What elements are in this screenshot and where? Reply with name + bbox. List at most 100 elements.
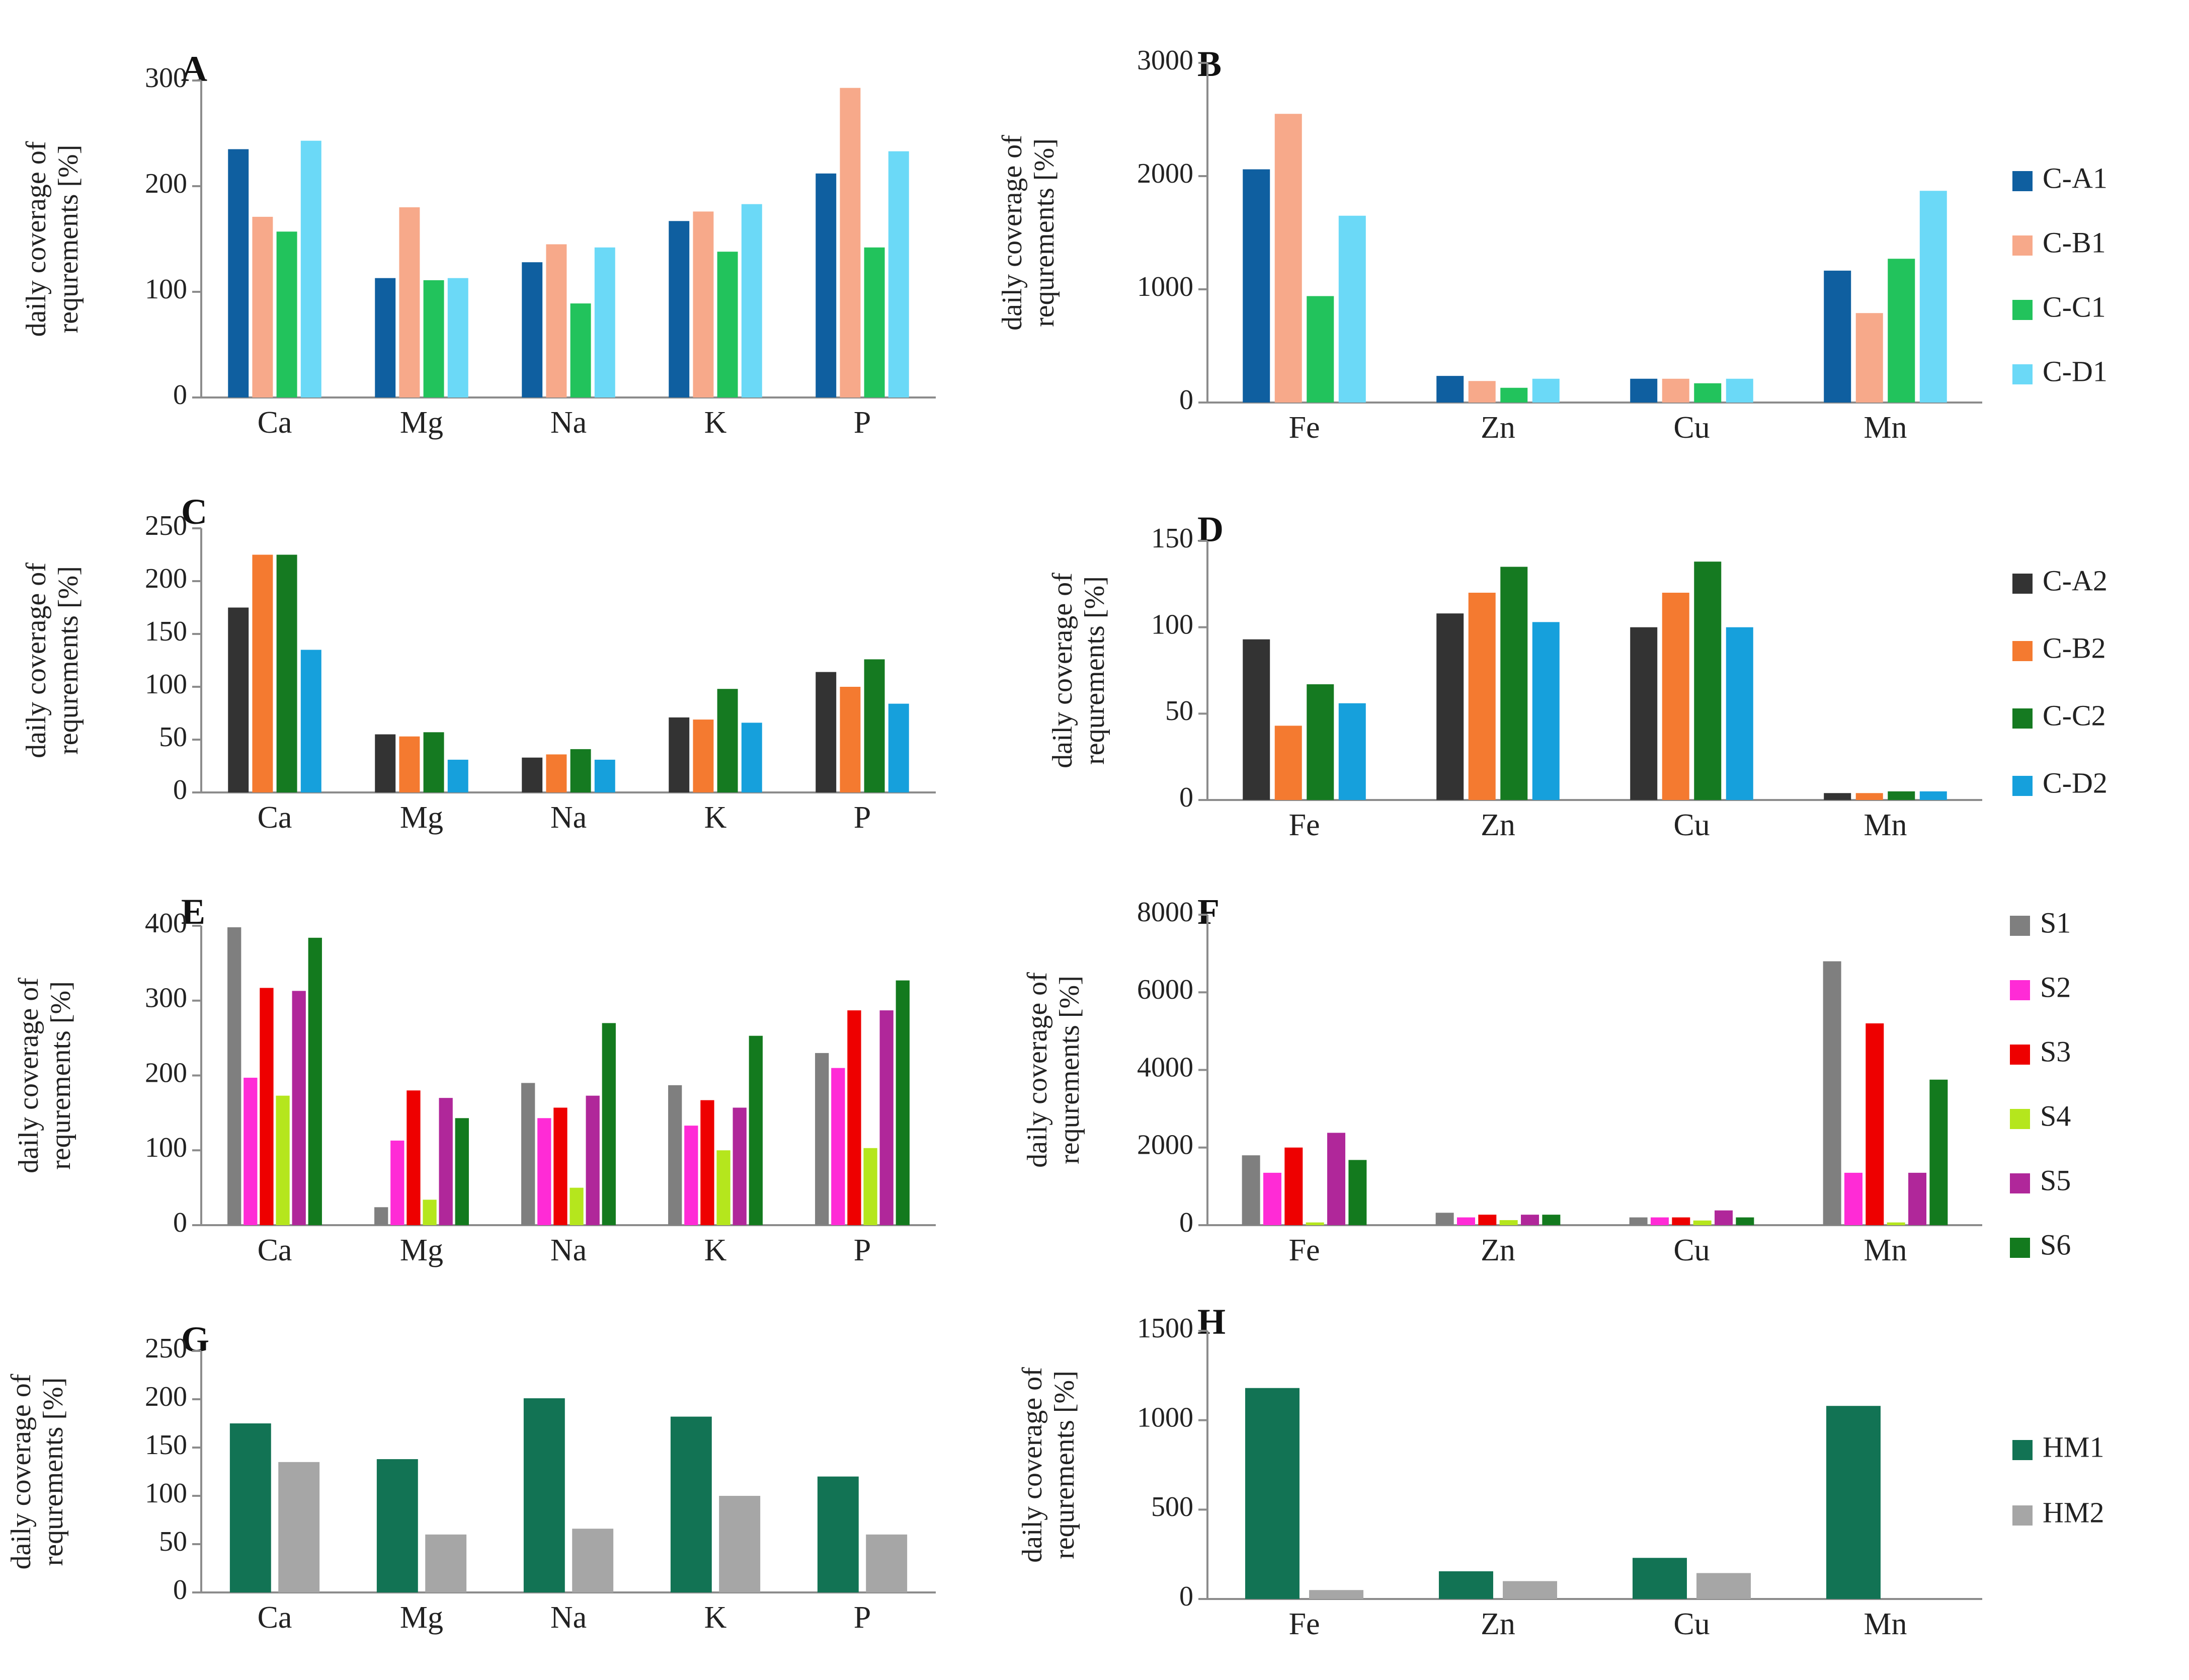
x-tick-label: K [704,801,727,835]
bar-c-d1-cu [1726,378,1753,403]
bar-s3-mg [407,1090,421,1225]
bar-s6-mn [1929,1079,1948,1225]
x-tick-label: Na [550,406,587,440]
y-tick-label: 500 [1151,1491,1193,1523]
y-axis-label: requrements [%] [45,981,76,1170]
y-tick-label: 2000 [1137,158,1193,189]
legend-label: C-B2 [2043,631,2106,664]
legend-label: S6 [2040,1228,2071,1261]
bar-c-c1-ca [276,231,297,397]
bar-s2-p [831,1068,845,1225]
bar-hm2-na [572,1529,614,1592]
bar-c-b2-mn [1855,793,1883,800]
x-tick-label: P [854,1601,871,1635]
bar-s5-mn [1908,1172,1927,1225]
bar-c-c2-k [717,689,738,792]
legend-label: C-D1 [2043,355,2107,387]
bar-c-b1-na [546,244,567,397]
x-tick-label: Na [550,1601,587,1635]
bar-c-b1-mg [399,207,420,397]
y-tick-label: 0 [1179,384,1193,416]
y-tick-label: 0 [173,1574,187,1606]
x-tick-label: Ca [258,406,292,440]
legend-swatch [2012,1505,2033,1526]
legend-swatch [2012,364,2033,384]
bar-c-a2-p [816,672,837,792]
y-axis-label: requrements [%] [1029,138,1060,327]
legend-swatch [2012,235,2033,256]
bar-hm1-zn [1438,1571,1493,1599]
legend-label: C-A2 [2043,564,2107,597]
y-tick-label: 100 [145,1478,187,1509]
bar-c-b1-cu [1662,378,1689,403]
panel-label: D [1197,509,1224,549]
bar-s6-mg [455,1118,469,1225]
y-tick-label: 0 [173,1207,187,1238]
bar-c-d1-k [741,204,762,397]
x-tick-label: Ca [258,1233,292,1267]
bar-c-c2-cu [1694,562,1722,800]
bar-hm1-p [817,1476,859,1592]
y-axis-label: requrements [%] [53,566,84,755]
bar-c-c1-p [864,247,885,397]
bar-c-c2-mg [423,732,444,792]
y-axis-label: daily coverage of [6,1374,37,1569]
bar-s4-mn [1887,1222,1905,1225]
bar-c-a2-na [522,757,543,792]
x-tick-label: Mn [1863,1233,1907,1267]
bar-s4-mg [423,1199,437,1225]
bar-c-d1-p [888,151,909,397]
bar-c-a1-ca [228,149,249,397]
bar-s4-ca [276,1095,290,1225]
bar-c-b2-p [840,687,861,792]
panel-label: C [181,492,207,532]
y-axis-label: requrements [%] [1079,576,1110,765]
bar-c-c1-mn [1888,259,1915,403]
legend-swatch [2010,1045,2030,1065]
panel-label: G [181,1319,209,1359]
bar-s2-mg [390,1140,404,1225]
panel-h: H 0 500 1000 1500 daily coverage of requrement… [1017,1302,1982,1641]
x-tick-label: Mn [1863,808,1907,842]
y-axis-label: requrements [%] [1054,976,1085,1164]
bar-s6-na [602,1023,616,1225]
legend-label: C-D2 [2043,766,2107,799]
y-tick-label: 0 [1179,1581,1193,1612]
bar-c-c1-cu [1694,383,1722,403]
x-tick-label: Cu [1673,808,1710,842]
panel-label: H [1197,1302,1226,1342]
y-tick-label: 1000 [1137,271,1193,302]
bar-c-b2-ca [252,554,273,792]
bar-c-c2-mn [1888,791,1915,800]
bar-hm1-mn [1826,1406,1881,1599]
bar-c-a2-mg [375,734,396,792]
legend-swatch [2012,1440,2033,1460]
x-tick-label: Fe [1289,411,1320,445]
bar-s5-fe [1327,1133,1346,1225]
y-tick-label: 0 [173,774,187,806]
x-tick-label: Mg [400,801,443,835]
y-tick-label: 100 [145,274,187,305]
bar-c-b2-na [546,754,567,792]
x-tick-label: Mg [400,1233,443,1267]
x-tick-label: Na [550,801,587,835]
legend-label: HM1 [2043,1430,2104,1463]
y-tick-label: 100 [1151,609,1193,641]
bar-s3-fe [1284,1147,1303,1225]
legend-label: S5 [2040,1164,2071,1196]
bar-c-a2-ca [228,607,249,792]
x-tick-label: P [854,801,871,835]
bar-s2-cu [1650,1217,1669,1225]
panel-c: C 0 50 100 150 200 250 daily coverage of requrem… [21,492,936,835]
bar-c-d1-mg [447,278,468,397]
bar-s6-k [749,1035,763,1225]
bar-s4-k [716,1150,731,1225]
bar-c-c1-k [717,252,738,397]
bar-c-a1-cu [1630,378,1658,403]
bar-c-a1-fe [1243,169,1270,403]
bar-s1-zn [1435,1213,1454,1225]
bar-c-c2-p [864,659,885,792]
bar-hm1-na [523,1398,565,1592]
panel-g: G 0 50 100 150 200 250 daily coverage of requrem… [6,1319,936,1635]
bar-hm2-fe [1309,1590,1364,1599]
